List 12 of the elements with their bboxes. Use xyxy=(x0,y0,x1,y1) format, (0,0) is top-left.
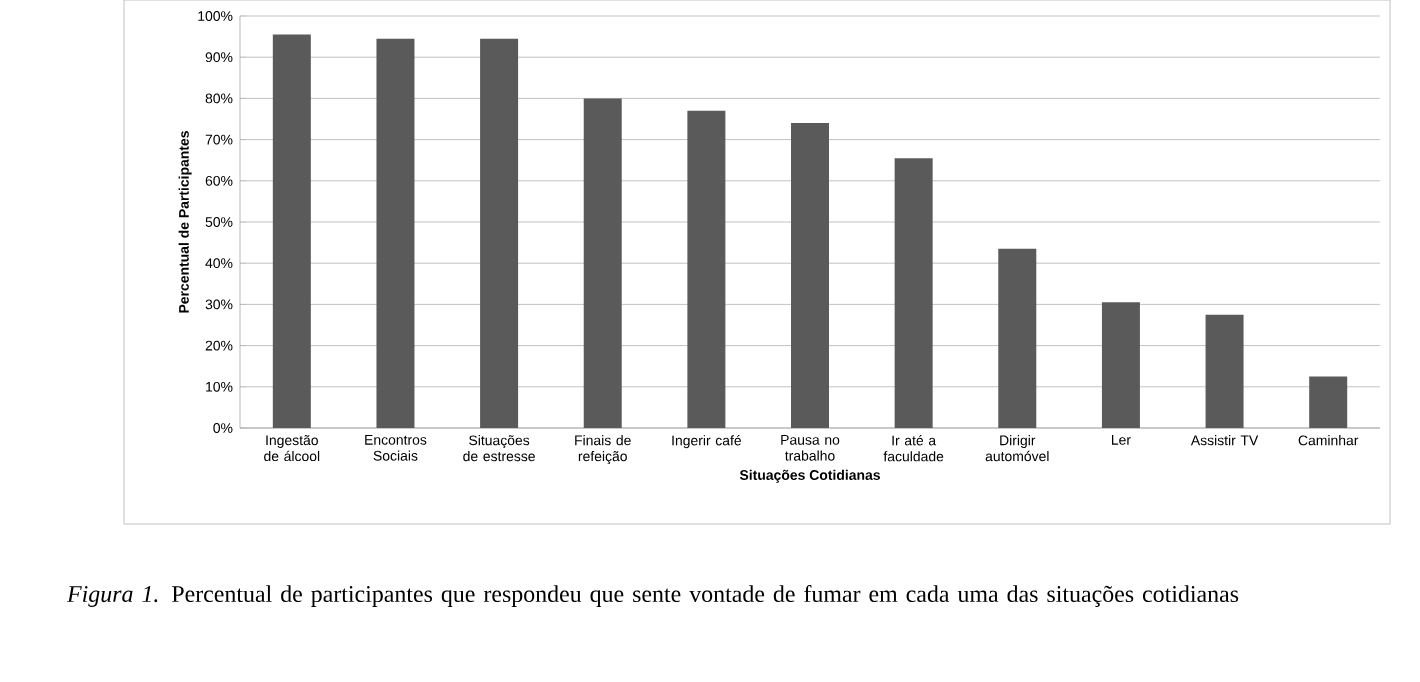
bar xyxy=(894,158,933,428)
bar xyxy=(376,38,415,428)
text: Figura 1. Percentual de participantes que respondeu que sente vontade de fumar em cada uma das situações cotidianas xyxy=(66,585,1239,607)
bar xyxy=(1205,314,1244,428)
bar xyxy=(998,248,1037,428)
bar xyxy=(687,110,726,428)
bar xyxy=(1309,376,1348,428)
bar xyxy=(791,123,830,428)
bar xyxy=(583,98,622,428)
bar xyxy=(1101,302,1140,428)
bar xyxy=(480,38,519,428)
bar xyxy=(272,34,311,428)
